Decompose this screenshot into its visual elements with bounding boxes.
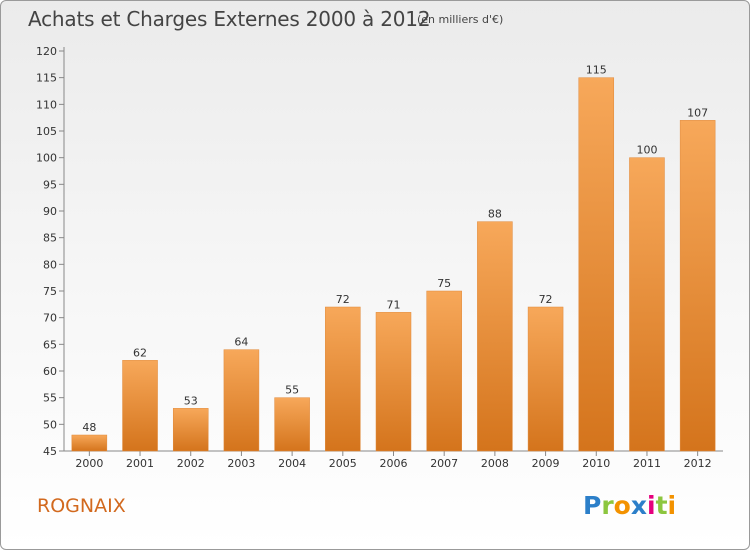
logo-letter: r (601, 491, 614, 520)
bar-2000 (71, 434, 108, 452)
y-tick-label: 90 (43, 205, 57, 218)
bar-2010 (578, 77, 615, 452)
x-tick-label-2004: 2004 (278, 457, 306, 470)
data-label-2002: 53 (184, 394, 198, 407)
bar-2009 (527, 306, 564, 452)
y-tick-label: 60 (43, 365, 57, 378)
data-label-2003: 64 (234, 336, 248, 349)
y-tick-label: 45 (43, 445, 57, 458)
x-tick-label-2003: 2003 (227, 457, 255, 470)
commune-name: ROGNAIX (37, 495, 126, 517)
bar-2003 (223, 349, 260, 452)
logo-letter: x (630, 491, 647, 520)
data-label-2005: 72 (336, 293, 350, 306)
data-label-2008: 88 (488, 208, 502, 221)
y-tick-label: 100 (36, 152, 57, 165)
chart-title: Achats et Charges Externes 2000 à 2012 (28, 7, 431, 31)
x-axis: 2000 2001 2002 2003 2004 2005 2006 2007 2008 2009… (64, 450, 723, 470)
data-label-2011: 100 (636, 144, 657, 157)
chart-subtitle: (en milliers d'€) (417, 13, 504, 26)
bar-2011 (629, 157, 665, 452)
x-tick-label-2001: 2001 (126, 457, 154, 470)
bar-2005 (325, 306, 361, 452)
data-label-2006: 71 (387, 298, 401, 311)
y-tick-label: 110 (36, 98, 57, 111)
x-tick-label-2012: 2012 (684, 457, 712, 470)
bar-2006 (375, 312, 412, 452)
data-label-2004: 55 (285, 384, 299, 397)
x-tick-label-2008: 2008 (481, 457, 509, 470)
logo-letter: P (583, 491, 602, 520)
y-tick-label: 80 (43, 258, 57, 271)
data-label-2007: 75 (437, 277, 451, 290)
x-tick-label-2005: 2005 (329, 457, 357, 470)
data-label-2000: 48 (82, 421, 96, 434)
x-tick-label-2006: 2006 (380, 457, 408, 470)
bar-2001 (122, 360, 158, 452)
y-tick-label: 95 (43, 178, 57, 191)
data-label-2010: 115 (586, 64, 607, 77)
x-tick-label-2007: 2007 (430, 457, 458, 470)
bar-2008 (477, 221, 513, 452)
x-tick-label-2002: 2002 (177, 457, 205, 470)
y-axis: 45 50 55 60 65 70 75 80 85 90 95 100 105 110 115 120 (36, 45, 65, 458)
bar-2007 (426, 290, 462, 452)
y-tick-label: 85 (43, 232, 57, 245)
bar-2012 (679, 120, 716, 452)
y-tick-label: 55 (43, 392, 57, 405)
y-tick-label: 120 (36, 45, 57, 58)
y-tick-label: 70 (43, 312, 57, 325)
logo-letter: t (655, 491, 668, 520)
logo-letter: o (613, 491, 631, 520)
y-tick-label: 50 (43, 418, 57, 431)
logo-letter: i (647, 491, 656, 520)
data-labels: 48 62 53 64 55 72 71 75 88 72 115 100 107 (82, 64, 708, 434)
bar-2002 (172, 408, 209, 452)
x-tick-label-2010: 2010 (582, 457, 610, 470)
logo-letter: i (667, 491, 677, 520)
x-tick-label-2000: 2000 (75, 457, 103, 470)
bars (71, 77, 716, 452)
data-label-2001: 62 (133, 346, 147, 359)
x-tick-label-2011: 2011 (633, 457, 661, 470)
y-tick-label: 105 (36, 125, 57, 138)
bar-2004 (274, 397, 310, 452)
x-tick-label-2009: 2009 (532, 457, 560, 470)
y-tick-label: 115 (36, 72, 57, 85)
y-tick-label: 75 (43, 285, 57, 298)
data-label-2012: 107 (687, 106, 708, 119)
y-tick-label: 65 (43, 338, 57, 351)
proxiti-logo: Proxiti (583, 491, 676, 520)
data-label-2009: 72 (539, 293, 553, 306)
